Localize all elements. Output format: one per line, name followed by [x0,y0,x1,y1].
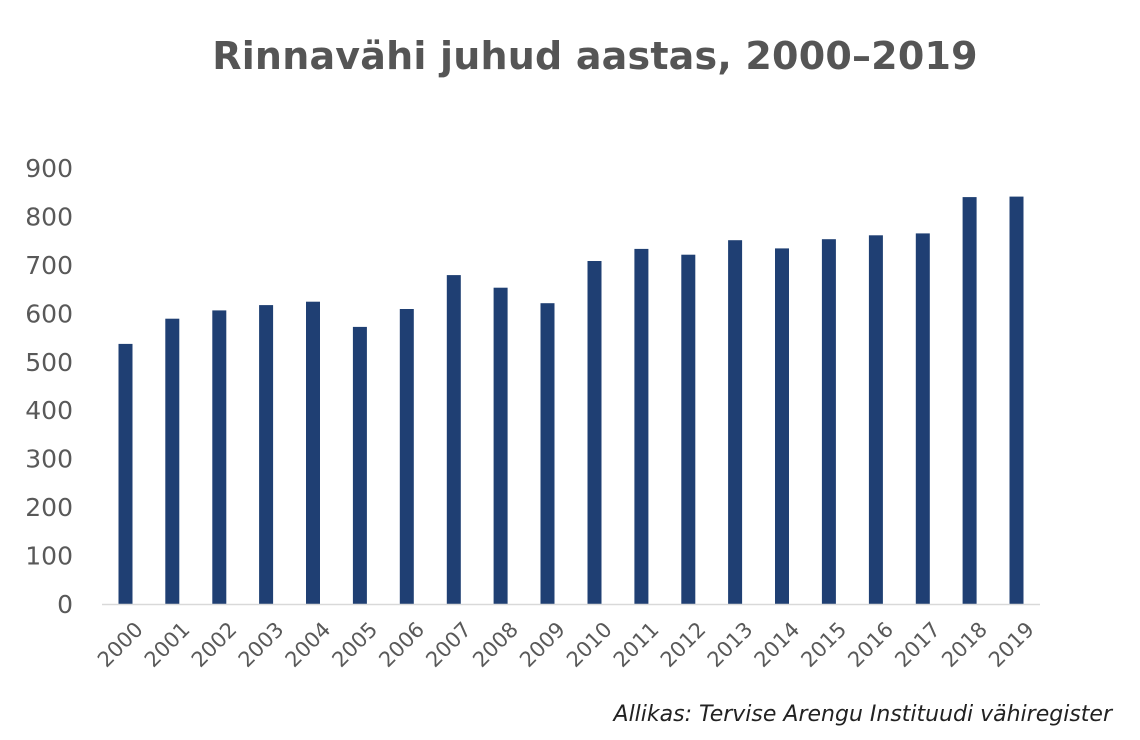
x-tick-label: 2008 [468,617,523,672]
bar-2011 [634,248,649,604]
chart-source-note: Allikas: Tervise Arengu Instituudi vähir… [613,702,1112,727]
bar-2017 [915,233,930,604]
x-tick-label: 2017 [890,617,945,672]
x-tick-label: 2015 [796,617,851,672]
x-tick-label: 2000 [93,617,148,672]
x-tick-label: 2009 [515,617,570,672]
bar-2019 [1009,196,1024,604]
bar-2006 [399,309,414,604]
bar-2000 [118,343,133,604]
y-tick-label: 800 [25,202,73,231]
bar-2002 [212,310,227,604]
y-tick-label: 400 [25,396,73,425]
bar-2004 [306,301,320,604]
bar-2009 [540,303,555,604]
chart-title: Rinnavähi juhud aastas, 2000–2019 [212,34,978,78]
y-tick-label: 900 [25,154,73,183]
y-tick-label: 300 [25,445,73,474]
bar-2018 [962,197,977,604]
bar-2012 [681,254,696,604]
bar-2016 [868,235,883,605]
bar-2001 [165,318,180,604]
x-tick-label: 2006 [374,617,429,672]
x-tick-label: 2007 [421,617,476,672]
bar-2015 [821,239,836,604]
bar-2008 [493,287,508,604]
y-tick-label: 0 [57,590,73,619]
bar-2007 [446,275,461,604]
x-tick-label: 2013 [703,617,758,672]
x-tick-label: 2001 [140,617,195,672]
x-tick-label: 2014 [750,617,805,672]
x-tick-label: 2002 [187,617,242,672]
y-tick-label: 500 [25,348,73,377]
x-tick-label: 2003 [234,617,289,672]
x-tick-label: 2012 [656,617,711,672]
x-tick-label: 2010 [562,617,617,672]
bar-2014 [775,248,789,604]
x-tick-label: 2018 [937,617,992,672]
x-tick-label: 2011 [609,617,664,672]
x-tick-label: 2016 [843,617,898,672]
y-tick-label: 600 [25,299,73,328]
x-tick-label: 2005 [327,617,382,672]
bar-2010 [587,261,602,604]
bar-2005 [352,326,367,604]
y-tick-label: 200 [25,493,73,522]
x-tick-label: 2004 [281,617,336,672]
bar-2013 [728,240,743,604]
y-tick-label: 100 [25,542,73,571]
bar-2003 [259,305,274,604]
y-tick-label: 700 [25,251,73,280]
x-tick-label: 2019 [984,617,1039,672]
